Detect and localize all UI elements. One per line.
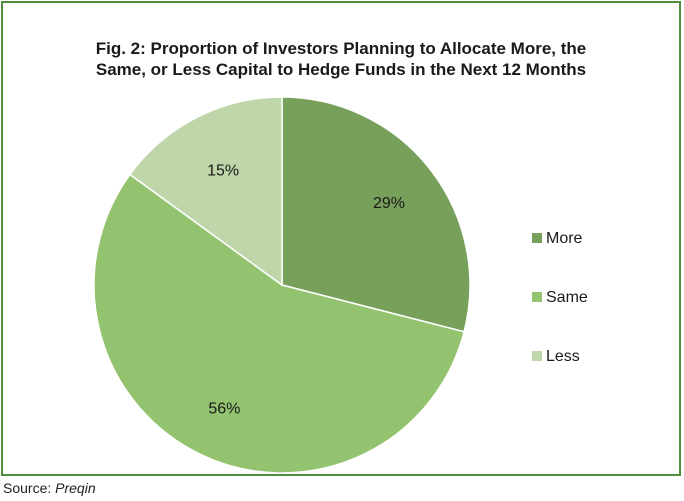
source-name: Preqin <box>55 480 96 496</box>
slice-label-same: 56% <box>208 401 240 418</box>
pie-slices <box>93 96 471 474</box>
pie-slice-same <box>93 173 466 474</box>
pie-slice-labels: 29% 56% 15% <box>207 162 405 417</box>
source-note: Source: Preqin <box>3 480 96 496</box>
slice-label-less: 15% <box>207 162 239 179</box>
slice-label-more: 29% <box>373 195 405 212</box>
chart-title: Fig. 2: Proportion of Investors Planning… <box>10 38 672 80</box>
pie-slice-more <box>281 96 471 333</box>
legend-swatch-same <box>532 292 542 302</box>
legend-label-same: Same <box>546 289 588 306</box>
legend-swatch-less <box>532 351 542 361</box>
legend-label-more: More <box>546 230 583 247</box>
chart-title-line-1: Fig. 2: Proportion of Investors Planning… <box>95 39 587 58</box>
chart-title-line-2: Same, or Less Capital to Hedge Funds in … <box>95 60 587 79</box>
legend: More Same Less <box>532 230 588 365</box>
legend-swatch-more <box>532 233 542 243</box>
pie-slice-less <box>128 96 283 287</box>
legend-label-less: Less <box>546 348 580 365</box>
source-prefix: Source: <box>3 480 52 496</box>
